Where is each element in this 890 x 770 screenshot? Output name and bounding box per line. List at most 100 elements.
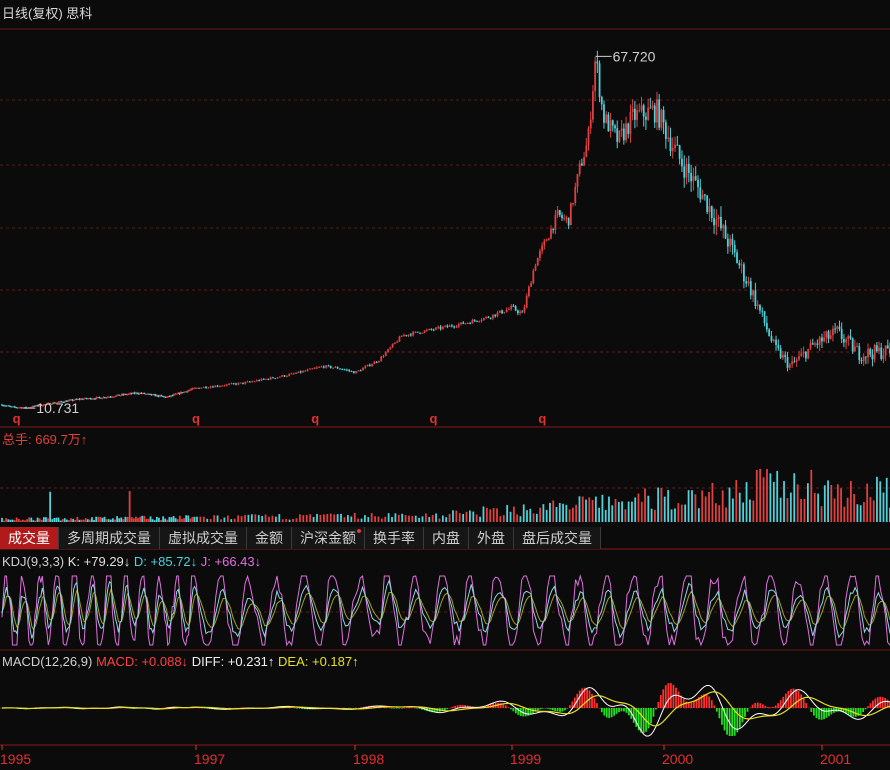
candle-body (255, 380, 258, 382)
volume-bar (264, 514, 267, 522)
candle-body (539, 251, 541, 258)
candle-body (469, 322, 472, 324)
volume-bar (57, 517, 60, 522)
candle-body (880, 347, 883, 359)
candle-body (636, 110, 638, 120)
volume-bar (49, 491, 52, 522)
candle-body (258, 380, 261, 382)
x-tick-label: 1999 (510, 751, 541, 767)
macd-histogram-bar (767, 706, 769, 708)
candle-body (191, 388, 194, 390)
volume-bar (139, 516, 142, 522)
volume-bar (448, 513, 451, 522)
tab-inner-volume[interactable]: 内盘 (424, 527, 469, 549)
candle-body (683, 166, 686, 178)
volume-bar (779, 497, 782, 522)
macd-histogram-bar (124, 707, 127, 709)
candle-body (416, 331, 419, 333)
volume-bar (738, 492, 741, 522)
tab-outer-volume[interactable]: 外盘 (469, 527, 514, 549)
volume-bar (728, 487, 731, 522)
tab-amount[interactable]: 金额 (247, 527, 292, 549)
candle-body (765, 323, 768, 330)
macd-histogram-bar (687, 702, 690, 708)
candle-body (94, 398, 96, 400)
macd-histogram-bar (769, 707, 772, 708)
candle-body (78, 398, 81, 400)
tab-multi-period-volume[interactable]: 多周期成交量 (59, 527, 160, 549)
candle-body (44, 404, 47, 406)
candle-body (253, 381, 256, 383)
candle-body (558, 210, 561, 216)
macd-histogram-bar (627, 708, 630, 716)
tab-volume[interactable]: 成交量 (0, 527, 59, 549)
candle-body (207, 387, 210, 389)
macd-histogram-bar (782, 696, 785, 708)
volume-bar (42, 517, 45, 522)
candle-body (269, 377, 272, 380)
macd-histogram-bar (764, 705, 767, 708)
volume-bar (601, 494, 604, 522)
volume-bar (485, 507, 488, 522)
candle-body (334, 367, 337, 369)
candle-body (304, 370, 307, 372)
macd-histogram-bar (534, 708, 537, 712)
candle-body (603, 104, 605, 123)
volume-bar (575, 504, 578, 522)
tab-after-hours-volume[interactable]: 盘后成交量 (514, 527, 601, 549)
macd-name: MACD(12,26,9) (2, 654, 93, 669)
candle-body (16, 407, 19, 409)
tab-label: 多周期成交量 (67, 530, 151, 546)
candle-body (777, 344, 780, 349)
volume-bar (240, 516, 243, 522)
volume-bar (326, 513, 329, 522)
candle-body (225, 384, 228, 386)
candle-body (715, 219, 718, 226)
macd-histogram-bar (164, 707, 166, 709)
volume-bar (502, 515, 505, 522)
volume-bar (174, 518, 177, 522)
candle-body (534, 265, 537, 271)
candle-body (393, 342, 396, 344)
volume-bar (621, 501, 623, 522)
candle-body (514, 306, 517, 311)
volume-bar (640, 501, 643, 522)
candle-body (770, 335, 773, 341)
x-tick-label: 1995 (0, 751, 31, 767)
volume-bar (539, 507, 542, 522)
macd-histogram-bar (659, 695, 662, 708)
macd-histogram-bar (733, 708, 736, 736)
macd-histogram-bar (726, 708, 728, 735)
macd-histogram-bar (876, 697, 879, 708)
candle-body (382, 356, 385, 358)
candle-body (251, 381, 254, 383)
macd-histogram-bar (813, 708, 815, 716)
candle-body (153, 394, 156, 396)
macd-histogram-bar (723, 708, 726, 731)
candle-body (482, 317, 485, 320)
macd-histogram-bar (705, 694, 708, 708)
candle-body (536, 257, 539, 266)
candle-body (478, 321, 481, 323)
tab-turnover[interactable]: 换手率 (365, 527, 424, 549)
volume-bar (749, 499, 751, 522)
candle-body (72, 400, 75, 402)
volume-bar (97, 516, 100, 522)
candle-body (862, 356, 865, 361)
macd-histogram-bar (461, 704, 464, 708)
macd-histogram-bar (428, 708, 431, 712)
candle-body (228, 383, 230, 385)
tab-virtual-volume[interactable]: 虚拟成交量 (160, 527, 247, 549)
candle-body (756, 304, 759, 307)
volume-bar (562, 503, 564, 522)
tab-hs-amount[interactable]: 沪深金额 (292, 527, 365, 549)
candle-body (292, 373, 295, 375)
volume-bar (776, 470, 779, 522)
candle-body (366, 364, 369, 367)
kdj-k-line (1, 579, 890, 639)
volume-bar (631, 501, 633, 522)
volume-bar (116, 516, 118, 522)
volume-bar (431, 514, 434, 522)
volume-bar (24, 520, 26, 522)
